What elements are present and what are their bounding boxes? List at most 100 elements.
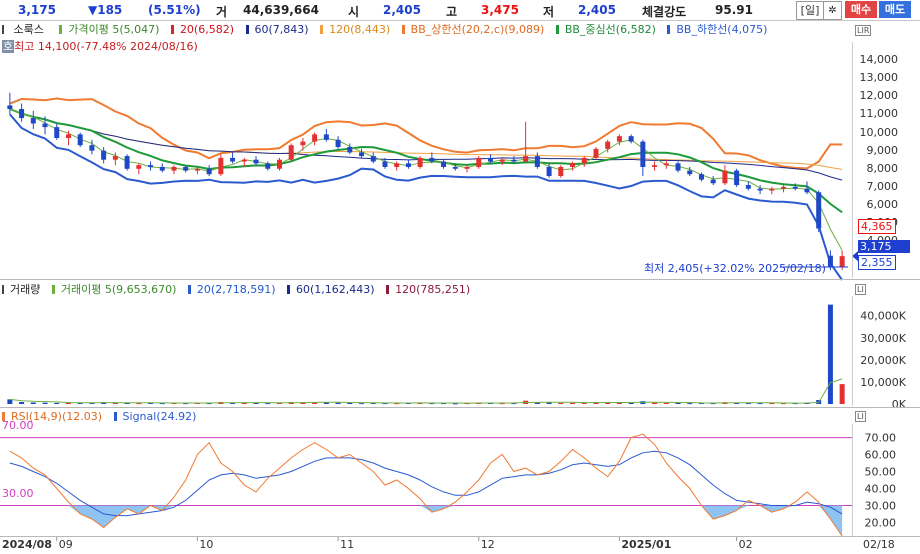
volume-bar bbox=[394, 403, 400, 405]
low-label: 저 bbox=[543, 5, 555, 19]
series-marker-icon bbox=[401, 25, 405, 34]
legend-bb-lower[interactable]: BB_하한선(4,075) bbox=[667, 23, 773, 36]
candle-body bbox=[499, 159, 505, 162]
panel-toggle-icon[interactable]: LI bbox=[855, 411, 866, 422]
volume-bar bbox=[54, 402, 60, 404]
candle-body bbox=[253, 159, 259, 164]
volume-bar bbox=[687, 403, 693, 405]
candle-body bbox=[148, 165, 154, 167]
candle-body bbox=[698, 174, 704, 180]
candle-body bbox=[54, 127, 60, 138]
settings-icon[interactable]: ✲ bbox=[823, 1, 842, 20]
candle-body bbox=[405, 163, 411, 167]
series-marker-icon bbox=[2, 285, 4, 294]
candle-body bbox=[523, 156, 529, 162]
volume-bar bbox=[253, 402, 259, 404]
volume-bar bbox=[159, 403, 165, 405]
volume-legend: 거래량 거래이평 5(9,653,670) 20(2,718,591) 60(1… bbox=[2, 282, 482, 298]
legend-vma20[interactable]: 20(2,718,591) bbox=[187, 283, 282, 296]
x-tick-label: 12 bbox=[480, 538, 495, 551]
candle-body bbox=[359, 152, 365, 157]
candle-body bbox=[464, 166, 470, 169]
volume-bar bbox=[745, 402, 751, 404]
legend-bb-middle[interactable]: BB_중심선(6,582) bbox=[555, 23, 662, 36]
series-marker-icon bbox=[245, 25, 249, 34]
candle-body bbox=[382, 161, 388, 167]
volume-bar bbox=[628, 402, 634, 404]
rsi-tick-label: 50.00 bbox=[865, 466, 897, 479]
volume-bar bbox=[570, 402, 576, 404]
volume-bar bbox=[499, 403, 505, 405]
high-price-tag: 4,365 bbox=[858, 219, 896, 234]
legend-vma60[interactable]: 60(1,162,443) bbox=[287, 283, 381, 296]
bb-middle-line bbox=[9, 108, 843, 214]
candle-body bbox=[781, 186, 787, 189]
legend-vma120[interactable]: 120(785,251) bbox=[386, 283, 476, 296]
volume-bar bbox=[781, 403, 787, 405]
candle-body bbox=[675, 163, 681, 171]
legend-rsi[interactable]: RSI(14,9)(12.03) bbox=[2, 410, 108, 423]
legend-signal[interactable]: Signal(24.92) bbox=[113, 410, 203, 423]
candle-body bbox=[429, 157, 435, 162]
candle-body bbox=[183, 166, 189, 171]
low-annotation: 최저 2,405(+32.02% 2025/02/18) bbox=[644, 262, 826, 275]
rsi-line bbox=[9, 433, 843, 537]
high-value: 3,475 bbox=[481, 3, 519, 17]
candle-body bbox=[65, 134, 71, 138]
candle-body bbox=[218, 157, 224, 175]
candle-body bbox=[593, 148, 599, 158]
candle-body bbox=[476, 157, 482, 167]
candle-body bbox=[581, 157, 587, 164]
volume-axis-line bbox=[852, 296, 853, 406]
legend-stock-name[interactable]: 소룩스 bbox=[2, 23, 50, 36]
panel-toggle-icon[interactable]: LI bbox=[855, 284, 866, 295]
series-marker-icon bbox=[59, 25, 63, 34]
legend-bb-lower-label: BB_하한선(4,075) bbox=[676, 23, 768, 36]
x-axis-start: 2024/08 bbox=[2, 538, 52, 551]
legend-ma60[interactable]: 60(7,843) bbox=[245, 23, 315, 36]
x-tick-label: 02 bbox=[738, 538, 753, 551]
candle-body bbox=[804, 188, 810, 193]
volume-bar bbox=[675, 402, 681, 404]
buy-button[interactable]: 매수 bbox=[845, 1, 877, 18]
period-button[interactable]: [일] bbox=[796, 1, 824, 20]
candle-body bbox=[487, 157, 493, 162]
candle-body bbox=[792, 186, 798, 189]
volume-bar bbox=[616, 402, 622, 404]
legend-vma5[interactable]: 거래이평 5(9,653,670) bbox=[51, 283, 183, 296]
legend-vma20-label: 20(2,718,591) bbox=[196, 283, 276, 296]
price-tick-label: 13,000 bbox=[859, 71, 899, 85]
candle-body bbox=[300, 141, 306, 146]
candle-body bbox=[827, 255, 833, 267]
legend-volume[interactable]: 거래량 bbox=[2, 283, 46, 296]
rsi-legend: RSI(14,9)(12.03) Signal(24.92) bbox=[2, 409, 208, 425]
sell-button[interactable]: 매도 bbox=[879, 1, 911, 18]
volume-bar bbox=[605, 402, 611, 404]
series-marker-icon bbox=[51, 285, 55, 294]
candle-body bbox=[394, 163, 400, 167]
series-marker-icon bbox=[2, 412, 5, 421]
panel-toggle-icon[interactable]: LIR bbox=[855, 25, 872, 36]
volume-bar bbox=[136, 403, 142, 405]
volume-tick-label: 10,000K bbox=[860, 376, 906, 389]
candle-body bbox=[839, 256, 845, 267]
candle-body bbox=[511, 159, 517, 162]
rsi-tick-label: 40.00 bbox=[865, 482, 897, 495]
legend-volume-label: 거래량 bbox=[10, 283, 41, 296]
series-marker-icon bbox=[386, 285, 390, 294]
legend-ma20[interactable]: 20(6,582) bbox=[170, 23, 240, 36]
volume-bar bbox=[382, 403, 388, 405]
legend-ma5[interactable]: 가격이평 5(5,047) bbox=[59, 23, 165, 36]
candle-body bbox=[312, 134, 318, 142]
legend-bb-upper[interactable]: BB_상한선(20,2,c)(9,089) bbox=[401, 23, 551, 36]
candle-body bbox=[112, 156, 118, 160]
rsi-axis-line bbox=[852, 424, 853, 536]
volume-bar bbox=[276, 402, 282, 404]
candle-body bbox=[265, 163, 271, 169]
legend-ma120[interactable]: 120(8,443) bbox=[320, 23, 396, 36]
volume-bar bbox=[183, 403, 189, 405]
volume-bar bbox=[89, 402, 95, 404]
rsi-upper-level-label: 70.00 bbox=[2, 419, 34, 432]
candle-body bbox=[194, 168, 200, 171]
